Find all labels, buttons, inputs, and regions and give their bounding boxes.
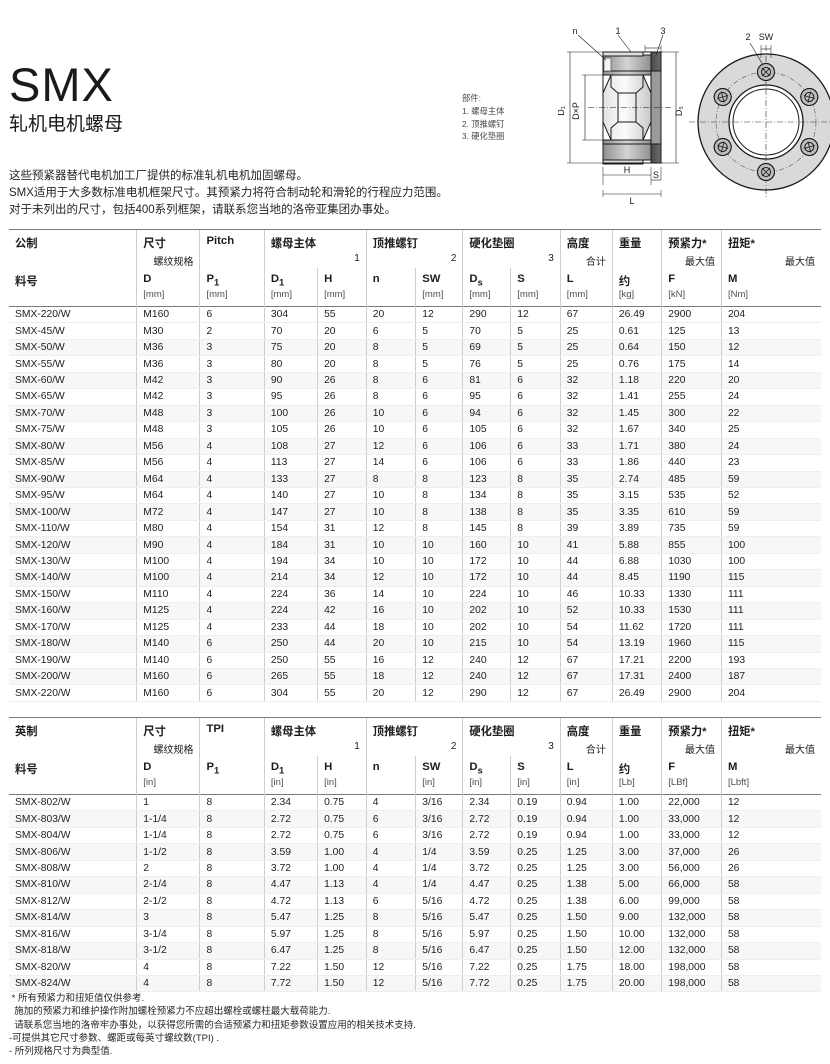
svg-text:SW: SW (759, 32, 774, 42)
svg-text:1: 1 (615, 26, 620, 36)
svg-text:2: 2 (745, 32, 750, 42)
svg-text:D₅: D₅ (674, 106, 684, 116)
svg-text:D×P: D×P (571, 102, 581, 120)
svg-text:n: n (572, 26, 577, 36)
svg-text:D₁: D₁ (558, 106, 566, 116)
svg-text:H: H (624, 165, 631, 175)
svg-text:L: L (629, 196, 634, 206)
svg-text:3: 3 (660, 26, 665, 36)
svg-text:S: S (653, 170, 659, 180)
